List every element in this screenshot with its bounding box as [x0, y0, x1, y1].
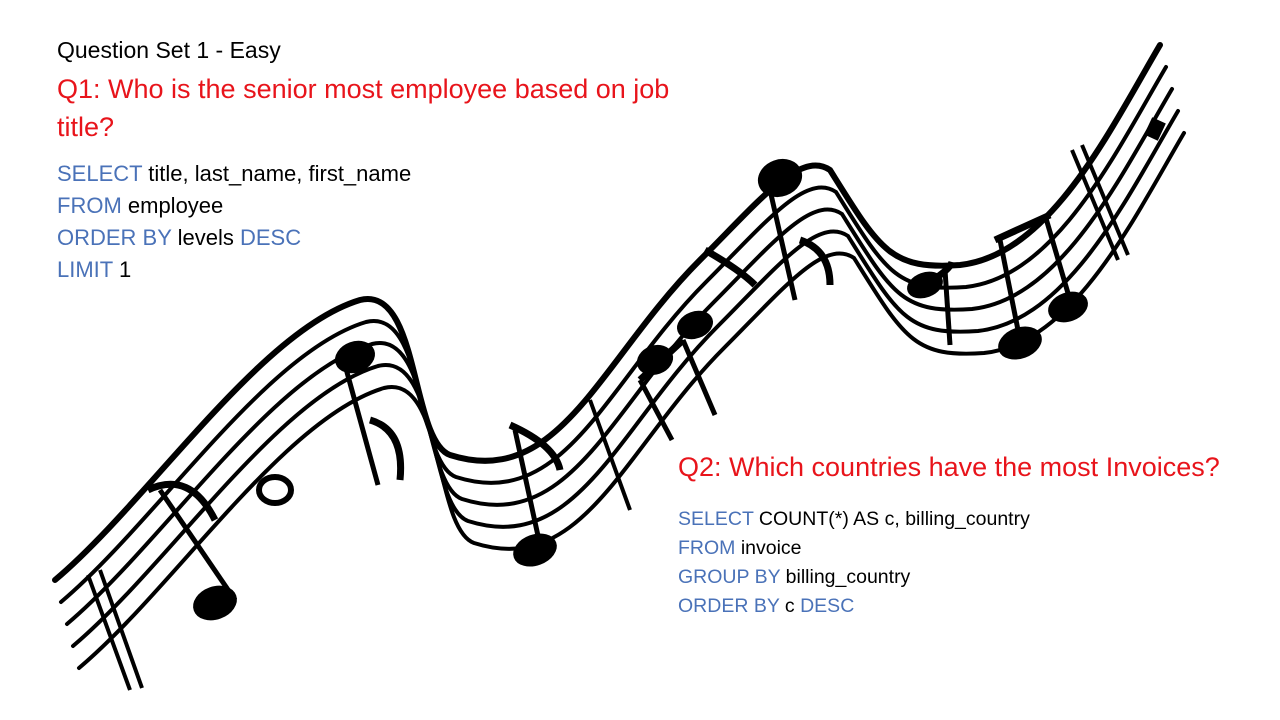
question-set-title: Question Set 1 - Easy: [57, 37, 281, 63]
note-head: [193, 585, 237, 621]
sql-keyword: DESC: [800, 595, 855, 617]
bar-line: [588, 399, 632, 511]
note-flag: [923, 260, 956, 289]
note-flag: [368, 416, 405, 481]
note-stem: [512, 429, 543, 546]
code-line: FROM invoice: [678, 534, 1030, 563]
note-stem: [637, 378, 675, 442]
sql-keyword: ORDER BY: [57, 225, 172, 250]
q1-question: Q1: Who is the senior most employee base…: [57, 74, 670, 142]
note-flag: [146, 480, 219, 522]
sql-keyword: DESC: [240, 225, 302, 250]
sql-keyword: SELECT: [678, 508, 754, 530]
note-stem: [942, 269, 953, 346]
sql-text: title, last_name, first_name: [142, 161, 412, 186]
sql-text: 1: [112, 257, 132, 282]
sql-keyword: GROUP BY: [678, 566, 781, 588]
sql-keyword: FROM: [678, 537, 736, 559]
note-head: [1048, 291, 1088, 323]
note-stem: [342, 364, 381, 486]
note-flag: [703, 246, 758, 288]
sql-text: invoice: [735, 537, 802, 559]
q1-sql-code: SELECT title, last_name, first_name FROM…: [57, 158, 411, 286]
bar-line: [86, 574, 132, 691]
note-head: [636, 344, 674, 376]
sql-text: employee: [121, 193, 224, 218]
bar-line: [98, 569, 144, 689]
q2-sql-code: SELECT COUNT(*) AS c, billing_country FR…: [678, 505, 1030, 621]
note-head: [335, 340, 375, 374]
sql-text: billing_country: [780, 566, 911, 588]
note-stem: [997, 239, 1023, 341]
sql-keyword: ORDER BY: [678, 595, 780, 617]
note-flag: [798, 236, 834, 286]
staff-line: [52, 42, 1163, 583]
code-line: GROUP BY billing_country: [678, 563, 1030, 592]
code-line: ORDER BY c DESC: [678, 592, 1030, 621]
note-beam: [637, 337, 686, 383]
note-head: [998, 326, 1042, 360]
q2-question: Q2: Which countries have the most Invoic…: [678, 452, 1220, 482]
whole-note: [256, 474, 294, 506]
code-line: SELECT COUNT(*) AS c, billing_country: [678, 505, 1030, 534]
sql-keyword: FROM: [57, 193, 122, 218]
code-line: SELECT title, last_name, first_name: [57, 158, 411, 190]
rest-mark: [1144, 117, 1166, 141]
sql-keyword: LIMIT: [57, 257, 113, 282]
note-flag: [508, 421, 564, 471]
sql-text: c: [779, 595, 801, 617]
code-line: LIMIT 1: [57, 254, 411, 286]
sql-text: COUNT(*) AS c, billing_country: [753, 508, 1030, 530]
bar-line: [1080, 144, 1130, 256]
sql-keyword: SELECT: [57, 161, 143, 186]
note-head: [513, 533, 557, 567]
note-head: [677, 310, 713, 340]
note-stem: [157, 488, 238, 602]
note-stem: [680, 339, 718, 416]
note-stem: [1042, 214, 1073, 301]
note-head: [757, 158, 803, 198]
note-beam: [993, 211, 1052, 244]
note-stem: [767, 189, 798, 301]
code-line: FROM employee: [57, 190, 411, 222]
staff-line: [77, 131, 1186, 670]
code-line: ORDER BY levels DESC: [57, 222, 411, 254]
staff-line: [71, 109, 1180, 648]
bar-line: [1070, 149, 1120, 261]
sql-text: levels: [171, 225, 240, 250]
